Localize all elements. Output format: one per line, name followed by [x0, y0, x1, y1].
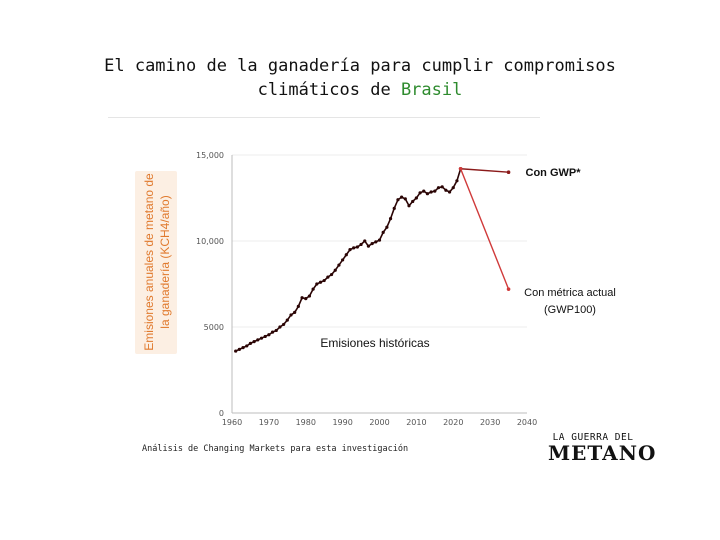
series-historic-point [259, 336, 264, 340]
series-historic-point [370, 241, 374, 246]
annotation-gwp100-line2: (GWP100) [544, 304, 596, 316]
series-historic-point [348, 248, 352, 252]
x-tick-label: 2040 [517, 418, 537, 427]
series-historic-point [381, 230, 385, 234]
series-historic-point [447, 190, 452, 194]
series-historic-point [440, 185, 444, 189]
x-tick-label: 1990 [332, 418, 352, 427]
series-historic-point [318, 280, 323, 284]
series-historic-point [300, 296, 304, 300]
series-historic-point [363, 239, 367, 243]
series-historic-point [344, 253, 348, 257]
series-historic-point [234, 349, 238, 353]
y-tick-label: 0 [219, 409, 224, 418]
series-historic-point [282, 322, 286, 327]
series-historic-point [355, 245, 359, 249]
series-historic-point [237, 347, 241, 351]
series-historic-point [341, 258, 345, 262]
series-historic-point [422, 189, 426, 193]
series-historic-point [333, 268, 337, 272]
series-historic-line [235, 168, 462, 352]
series-historic-point [433, 189, 437, 193]
series-historic-point [248, 341, 253, 345]
chart-title-line1: El camino de la ganadería para cumplir c… [104, 56, 616, 76]
chart-title-line2: climáticos de Brasil [0, 80, 720, 100]
x-tick-label: 1980 [296, 418, 316, 427]
series-historic-point [285, 318, 289, 322]
annotation-historic: Emisiones históricas [320, 336, 429, 350]
series-historic-point [293, 310, 297, 314]
x-tick-label: 1970 [259, 418, 279, 427]
source-note: Análisis de Changing Markets para esta i… [142, 444, 409, 454]
y-tick-label: 10,000 [196, 237, 224, 246]
series-historic-point [374, 240, 378, 244]
series-historic-point [400, 195, 404, 199]
series-gwp100-point [458, 166, 463, 171]
series-historic-point [256, 338, 260, 342]
logo: LA GUERRA DEL METANO [548, 432, 657, 465]
y-axis-label-line1: Emisiones anuales de metano de [142, 173, 156, 351]
series-historic-point [326, 275, 330, 279]
series-historic-point [444, 188, 448, 192]
title-divider [108, 117, 540, 118]
series-historic-point [366, 244, 371, 248]
series-historic-point [436, 186, 441, 190]
series-historic-point [289, 313, 293, 317]
series-historic-point [414, 196, 418, 200]
series-historic-point [274, 328, 278, 333]
x-tick-label: 2030 [480, 418, 500, 427]
series-gwp100-line [459, 168, 510, 290]
logo-line2: METANO [548, 441, 657, 465]
series-gwp-star-line [460, 168, 509, 173]
series-gwp-star-point [506, 170, 511, 174]
series-historic-point [307, 294, 312, 298]
series-historic-point [296, 304, 300, 308]
series-historic-point [278, 325, 282, 329]
series-historic-point [429, 190, 433, 194]
y-axis-label: Emisiones anuales de metano de la ganade… [135, 171, 177, 354]
series-historic-point [411, 199, 415, 204]
series-historic-point [315, 282, 319, 286]
series-historic-point [270, 330, 275, 334]
series-historic-point [455, 179, 459, 183]
series-historic-point [418, 191, 422, 195]
series-historic-point [322, 278, 326, 283]
series-historic-point [329, 272, 334, 277]
series-historic-point [392, 206, 396, 210]
series-historic-point [337, 263, 341, 267]
series-historic-point [252, 340, 256, 344]
annotation-gwp-star: Con GWP* [526, 167, 582, 179]
series-historic-point [311, 287, 315, 291]
series-historic-point [407, 204, 411, 208]
series-historic-point [241, 346, 245, 350]
x-tick-label: 2000 [369, 418, 389, 427]
y-tick-label: 15,000 [196, 151, 224, 160]
series-historic-point [267, 333, 271, 337]
series-historic-point [388, 217, 393, 221]
logo-line1: LA GUERRA DEL [552, 432, 634, 443]
x-tick-label: 2020 [443, 418, 463, 427]
annotation-gwp100-line1: Con métrica actual [524, 287, 616, 299]
x-tick-label: 2010 [406, 418, 426, 427]
series-historic-point [352, 246, 356, 250]
series-historic-point [396, 198, 400, 202]
series-historic-point [304, 297, 308, 301]
series-historic-point [403, 197, 407, 201]
series-gwp100-point [506, 287, 511, 291]
y-axis-label-line2: la ganadería (KCH4/año) [158, 195, 172, 328]
series-historic-point [245, 344, 249, 348]
x-tick-label: 1960 [222, 418, 242, 427]
series-historic-point [263, 334, 267, 339]
y-tick-label: 5000 [204, 323, 224, 332]
series-historic-point [451, 186, 455, 190]
series-historic-point [359, 242, 363, 247]
series-historic-point [385, 225, 389, 229]
title-highlight-brasil: Brasil [400, 80, 463, 100]
series-historic-point [425, 192, 430, 196]
title-prefix: climáticos de [257, 80, 401, 100]
series-historic-point [377, 238, 382, 242]
